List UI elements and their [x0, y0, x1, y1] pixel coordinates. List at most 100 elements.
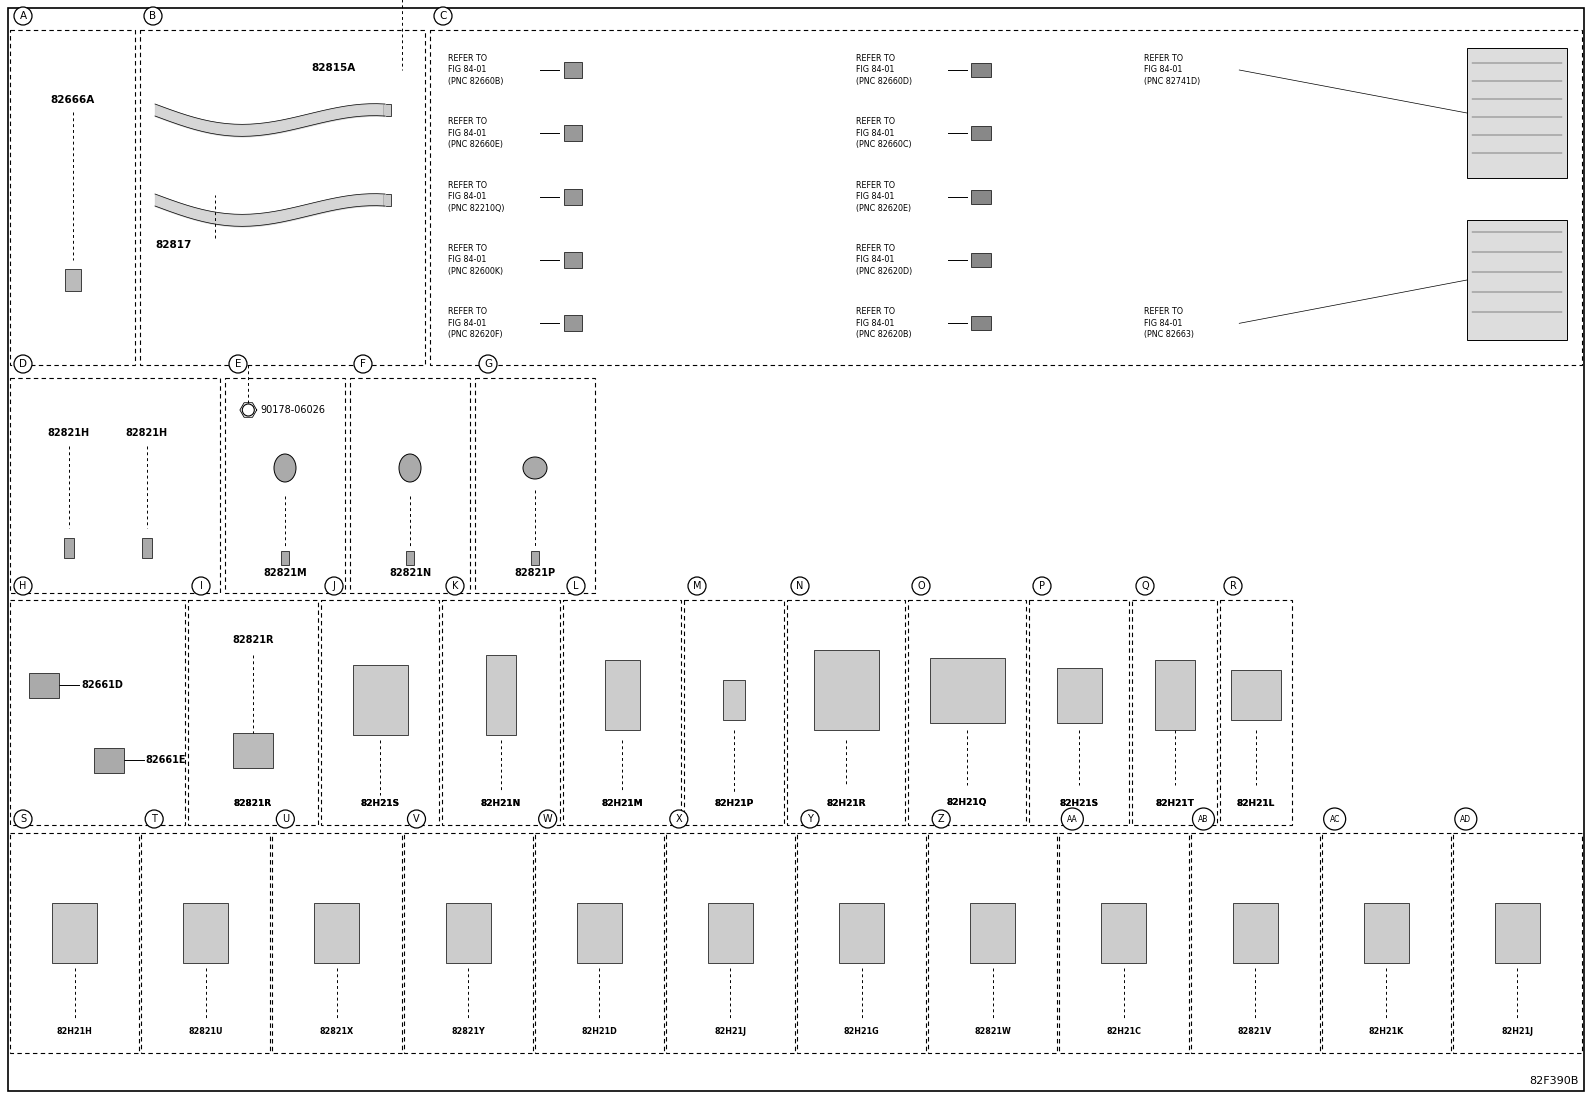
Bar [403, 833, 533, 1053]
Bar [839, 903, 884, 963]
Circle shape [1323, 808, 1345, 830]
Bar [183, 903, 228, 963]
Text: D: D [19, 359, 27, 369]
Circle shape [325, 577, 342, 595]
Circle shape [242, 404, 255, 417]
Text: K: K [452, 581, 458, 591]
Circle shape [14, 7, 32, 25]
Text: REFER TO
FIG 84-01
(PNC 82660B): REFER TO FIG 84-01 (PNC 82660B) [447, 54, 503, 86]
Text: 82817: 82817 [154, 240, 191, 249]
Bar [1466, 48, 1567, 178]
Bar [474, 378, 595, 593]
Text: 82815A: 82815A [310, 63, 355, 73]
Text: 82H21M: 82H21M [602, 799, 643, 808]
Bar [232, 733, 272, 767]
Circle shape [193, 577, 210, 595]
Bar [532, 551, 540, 565]
Bar [406, 551, 414, 565]
Text: 82821H: 82821H [48, 428, 89, 439]
Bar [1028, 600, 1129, 825]
Bar [1466, 220, 1567, 340]
Circle shape [446, 577, 463, 595]
Bar [430, 30, 1582, 365]
Circle shape [933, 810, 950, 828]
Circle shape [143, 7, 162, 25]
Ellipse shape [400, 454, 420, 482]
Text: 82H21J: 82H21J [715, 1026, 747, 1035]
Text: 82H21J: 82H21J [1501, 1026, 1533, 1035]
Text: 82H21R: 82H21R [826, 799, 866, 808]
Text: 82H21K: 82H21K [1369, 1026, 1404, 1035]
Text: 82H21G: 82H21G [844, 1026, 879, 1035]
Text: A: A [19, 11, 27, 21]
Circle shape [229, 355, 247, 373]
Text: 82H21R: 82H21R [826, 799, 866, 808]
Text: REFER TO
FIG 84-01
(PNC 82660C): REFER TO FIG 84-01 (PNC 82660C) [856, 118, 912, 149]
Bar [970, 903, 1016, 963]
Circle shape [408, 810, 425, 828]
Text: P: P [1040, 581, 1044, 591]
Text: 82821U: 82821U [188, 1026, 223, 1035]
Text: 82H21N: 82H21N [481, 799, 521, 808]
Bar [10, 833, 139, 1053]
Text: AA: AA [1067, 814, 1078, 823]
Text: 82H21L: 82H21L [1237, 799, 1275, 808]
Text: AD: AD [1460, 814, 1471, 823]
Bar [322, 600, 439, 825]
Text: AC: AC [1329, 814, 1340, 823]
Bar [564, 62, 583, 78]
Text: H: H [19, 581, 27, 591]
Text: REFER TO
FIG 84-01
(PNC 82210Q): REFER TO FIG 84-01 (PNC 82210Q) [447, 180, 505, 212]
Text: S: S [21, 814, 25, 824]
Circle shape [1033, 577, 1051, 595]
Text: 82821M: 82821M [263, 568, 307, 578]
Bar [605, 660, 640, 730]
Text: V: V [414, 814, 420, 824]
Text: 82821N: 82821N [388, 568, 431, 578]
Text: N: N [796, 581, 804, 591]
Bar [65, 269, 81, 291]
Circle shape [479, 355, 497, 373]
Bar [564, 189, 583, 204]
Text: REFER TO
FIG 84-01
(PNC 82663): REFER TO FIG 84-01 (PNC 82663) [1145, 308, 1194, 340]
Text: 82H21Q: 82H21Q [947, 799, 987, 808]
Text: REFER TO
FIG 84-01
(PNC 82660E): REFER TO FIG 84-01 (PNC 82660E) [447, 118, 503, 149]
Text: 82H21H: 82H21H [57, 1026, 92, 1035]
Bar [53, 903, 97, 963]
Bar [564, 125, 583, 142]
Bar [64, 539, 73, 558]
Text: F: F [360, 359, 366, 369]
Text: REFER TO
FIG 84-01
(PNC 82620F): REFER TO FIG 84-01 (PNC 82620F) [447, 308, 503, 340]
Text: B: B [150, 11, 156, 21]
Circle shape [538, 810, 557, 828]
Bar [723, 680, 745, 720]
Circle shape [435, 7, 452, 25]
Circle shape [567, 577, 584, 595]
Bar [29, 673, 59, 698]
Text: 82H21C: 82H21C [1106, 1026, 1141, 1035]
Bar [1059, 833, 1189, 1053]
Text: Z: Z [938, 814, 944, 824]
Text: 82H21Q: 82H21Q [947, 799, 987, 808]
Bar [314, 903, 360, 963]
Bar [282, 551, 290, 565]
Bar [930, 657, 1005, 722]
Bar [535, 833, 664, 1053]
Bar [971, 126, 992, 141]
Bar [142, 833, 271, 1053]
Text: Y: Y [807, 814, 814, 824]
Text: G: G [484, 359, 492, 369]
Text: 82821X: 82821X [320, 1026, 353, 1035]
Text: O: O [917, 581, 925, 591]
Bar [272, 833, 401, 1053]
Bar [446, 903, 490, 963]
Text: 82821Y: 82821Y [451, 1026, 486, 1035]
Text: X: X [675, 814, 681, 824]
Ellipse shape [274, 454, 296, 482]
Text: REFER TO
FIG 84-01
(PNC 82741D): REFER TO FIG 84-01 (PNC 82741D) [1145, 54, 1200, 86]
Text: AB: AB [1199, 814, 1208, 823]
Circle shape [1137, 577, 1154, 595]
Bar [486, 655, 516, 735]
Text: 82H21S: 82H21S [360, 799, 400, 808]
Text: Q: Q [1141, 581, 1149, 591]
